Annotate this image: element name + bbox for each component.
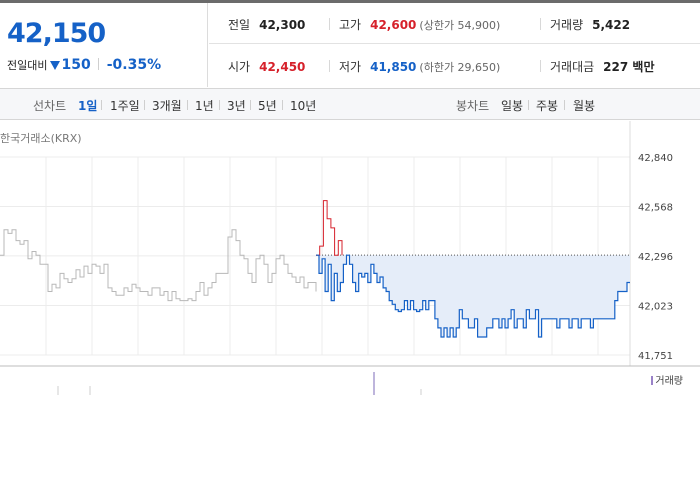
price-chart: 42,840 42,568 42,296 42,023 41,751 [0,121,700,395]
stat-sub: (상한가 54,900) [419,19,501,32]
chart-toolbar: 선차트 1일 1주일 3개월 1년 3년 5년 10년 봉차트 일봉 주봉 월봉 [0,88,700,120]
y-tick-label: 42,840 [638,153,673,164]
change-divider [97,58,99,70]
toolbar-divider [187,100,188,110]
stat-value: 227 백만 [603,60,655,74]
stat-divider [540,18,541,30]
stat-label: 시가 [228,60,251,74]
toolbar-divider [528,100,529,110]
period-1w[interactable]: 1주일 [110,99,140,113]
stat-label: 고가 [339,18,362,32]
stat-value: 5,422 [592,18,631,32]
stat-divider [329,18,330,30]
period-10y[interactable]: 10년 [290,99,317,113]
stat-divider [540,60,541,72]
stat-volume: 거래량 5,422 [540,16,631,33]
down-triangle-icon [50,61,61,70]
stats-row-2: 시가 42,450 저가 41,850 (하한가 29,650) 거래대금 227 백만 [209,45,700,86]
change-label: 전일대비 [7,59,48,72]
stat-open: 시가 42,450 [228,58,305,75]
chart-grid [0,121,700,367]
toolbar-divider [250,100,251,110]
change-value: 150 [61,57,91,73]
toolbar-divider [282,100,283,110]
stat-sub: (하한가 29,650) [419,61,501,74]
series-line-down [316,254,630,338]
toolbar-divider [564,100,565,110]
stat-label: 저가 [339,60,362,74]
stat-value: 41,850 [370,60,417,74]
series-line-prev [0,229,317,302]
period-3y[interactable]: 3년 [227,99,246,113]
stat-label: 거래대금 [550,60,595,74]
volume-legend-label: 거래량 [655,376,683,387]
y-tick-label: 42,023 [638,302,673,313]
stat-high: 고가 42,600 (상한가 54,900) [329,16,501,33]
candle-chart-label: 봉차트 [456,99,490,113]
y-tick-label: 42,568 [638,202,673,213]
period-5y[interactable]: 5년 [258,99,277,113]
stat-value: 42,300 [259,18,306,32]
period-3m[interactable]: 3개월 [152,99,182,113]
volume-legend-swatch [651,376,654,385]
price-summary: 42,150 전일대비 150 -0.35% [0,3,208,87]
period-1d[interactable]: 1일 [78,99,98,113]
stat-value: 42,600 [370,18,417,32]
stat-divider [329,60,330,72]
y-axis-labels: 42,840 42,568 42,296 42,023 41,751 [638,153,673,362]
y-tick-label: 41,751 [638,351,673,362]
stat-prev-close: 전일 42,300 [228,16,305,33]
change-percent: -0.35% [106,57,162,73]
below-reference-area [316,255,630,337]
price-change-row: 전일대비 150 -0.35% [7,54,161,73]
series-line-up [316,200,343,256]
toolbar-divider [101,100,102,110]
period-1y[interactable]: 1년 [195,99,214,113]
stat-value: 42,450 [259,60,306,74]
toolbar-divider [219,100,220,110]
volume-legend: 거래량 [651,372,683,387]
stat-low: 저가 41,850 (하한가 29,650) [329,58,501,75]
line-chart-label: 선차트 [33,99,67,113]
stat-label: 거래량 [550,18,584,32]
candle-daily[interactable]: 일봉 [501,99,524,113]
stats-row-1: 전일 42,300 고가 42,600 (상한가 54,900) 거래량 5,422 [209,3,700,44]
candle-monthly[interactable]: 월봉 [573,99,596,113]
current-price: 42,150 [7,18,106,49]
volume-bars [57,372,422,395]
stat-trade-amount: 거래대금 227 백만 [540,58,655,75]
data-source-label: 한국거래소(KRX) [0,132,82,145]
toolbar-divider [144,100,145,110]
y-tick-label: 42,296 [638,252,673,263]
top-rule [0,0,700,3]
stat-label: 전일 [228,18,251,32]
candle-weekly[interactable]: 주봉 [536,99,559,113]
